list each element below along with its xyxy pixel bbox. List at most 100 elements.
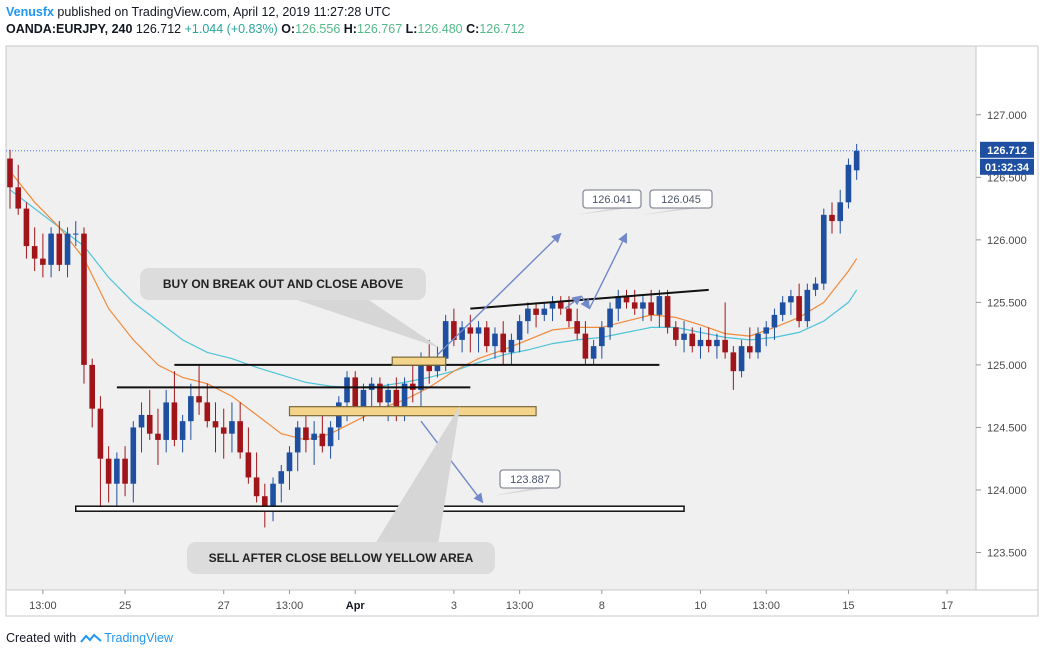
sell-callout-pointer — [356, 406, 460, 574]
time-axis-background — [5, 589, 1039, 617]
candle — [220, 408, 227, 459]
candle-body — [738, 346, 745, 372]
swing-arrow-down — [580, 295, 591, 310]
target-arrow-2 — [588, 232, 628, 309]
candle-body — [286, 452, 293, 472]
price-axis-background — [975, 45, 1039, 591]
candle-body — [763, 327, 770, 334]
moving-averages — [9, 170, 858, 441]
buy-callout-text: BUY ON BREAK OUT AND CLOSE ABOVE — [163, 277, 403, 291]
candle — [114, 452, 120, 509]
target3-label: 123.887 — [492, 469, 561, 496]
sell-callout-text: SELL AFTER CLOSE BELLOW YELLOW AREA — [209, 551, 474, 565]
candle-body — [196, 396, 202, 403]
candle-body — [89, 364, 95, 409]
candle-body — [163, 402, 169, 440]
price-chart[interactable]: 127.000 126.500 126.000 125.500 125.000 124.5… — [0, 40, 1046, 622]
x-tick-label: 13:00 — [506, 600, 534, 612]
candle — [146, 389, 153, 440]
candle — [138, 402, 145, 453]
candle — [763, 321, 770, 347]
candle-body — [262, 496, 268, 509]
candle — [574, 308, 580, 340]
price-axis: 127.000 126.500 126.000 125.500 125.000 124.5… — [976, 110, 1027, 559]
candle — [771, 308, 778, 340]
candle — [155, 408, 161, 465]
low-label: L: — [405, 22, 418, 36]
candle-body — [599, 327, 605, 347]
candle-body — [779, 302, 786, 315]
candle — [81, 227, 87, 384]
x-tick-label: 10 — [694, 600, 706, 612]
candlesticks — [7, 143, 860, 528]
candle-body — [648, 302, 654, 315]
candle — [820, 208, 827, 290]
candle-body — [294, 427, 301, 453]
target-arrow-3 — [420, 420, 484, 504]
candle-body — [105, 458, 112, 484]
candle-body — [31, 246, 38, 259]
target1-label-pointer — [576, 208, 630, 215]
target1-label-text: 126.041 — [592, 194, 632, 206]
candle-body — [352, 377, 359, 409]
candle — [64, 227, 71, 278]
candle-body — [541, 308, 548, 315]
x-tick-label: 13:00 — [29, 600, 57, 612]
candle — [237, 402, 243, 459]
candle — [23, 202, 30, 259]
candle-body — [393, 389, 400, 409]
candle-body — [853, 150, 860, 171]
candle-body — [845, 164, 852, 203]
candle-body — [483, 327, 490, 347]
candle-body — [311, 433, 317, 440]
tradingview-brand[interactable]: TradingView — [104, 631, 173, 645]
candle — [681, 321, 687, 353]
author-name[interactable]: Venusfx — [6, 5, 54, 19]
price-labels: 126.712 01:32:34 — [6, 141, 1034, 175]
candle-body — [615, 296, 622, 309]
candle-body — [212, 421, 219, 428]
candle — [311, 421, 317, 465]
candle-body — [837, 202, 844, 222]
candle-body — [747, 346, 753, 353]
plot-background — [5, 45, 977, 591]
candle — [327, 421, 334, 459]
sell-zone — [288, 406, 537, 417]
candle-body — [204, 402, 211, 422]
candle-body — [705, 339, 712, 347]
candle-body — [771, 314, 778, 328]
candle-body — [640, 302, 646, 309]
candle-body — [270, 483, 276, 509]
high-label: H: — [343, 22, 357, 36]
target-arrow-1 — [436, 232, 562, 356]
candle-body — [229, 421, 235, 434]
candle-body — [533, 308, 539, 315]
candle-body — [689, 333, 696, 347]
sell-callout: SELL AFTER CLOSE BELLOW YELLOW AREA — [187, 406, 495, 574]
candle — [377, 377, 383, 409]
candle-body — [253, 477, 260, 497]
candle-body — [401, 383, 408, 409]
candle-body — [122, 458, 128, 484]
x-tick-label: 27 — [218, 600, 230, 612]
candle — [204, 383, 211, 428]
last-price-badge — [980, 141, 1034, 158]
target2-label-pointer — [640, 208, 700, 215]
candle-body — [146, 414, 153, 434]
x-tick-label: 25 — [119, 600, 131, 612]
candle-body — [467, 327, 474, 334]
chart-header: Venusfx published on TradingView.com, Ap… — [6, 4, 1036, 40]
candle — [163, 389, 169, 453]
y-tick-label: 124.500 — [987, 422, 1027, 434]
candle — [253, 452, 260, 503]
candle — [738, 339, 745, 378]
chart-footer: Created with TradingView — [6, 628, 173, 648]
candle-body — [714, 339, 720, 347]
candle — [837, 189, 844, 234]
candle — [294, 421, 301, 472]
y-tick-label: 123.500 — [987, 547, 1027, 559]
candle-body — [319, 433, 326, 447]
candle-body — [557, 302, 564, 309]
candle-body — [81, 233, 87, 365]
candle — [533, 302, 539, 328]
